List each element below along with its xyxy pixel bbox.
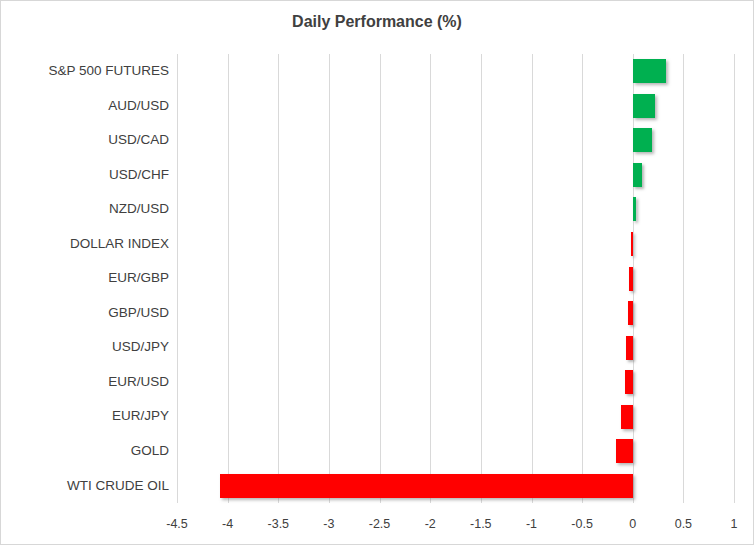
category-label: GBP/USD — [5, 296, 169, 331]
gridline — [278, 54, 279, 503]
gridline — [177, 54, 178, 503]
category-label: USD/JPY — [5, 330, 169, 365]
chart-title: Daily Performance (%) — [1, 13, 753, 31]
bar-usd-jpy — [626, 336, 633, 360]
category-label: EUR/GBP — [5, 261, 169, 296]
bar-s-p-500-futures — [633, 59, 666, 83]
bar-dollar-index — [631, 232, 633, 256]
x-tick-label: -0.5 — [560, 517, 604, 531]
bar-nzd-usd — [633, 197, 636, 221]
x-tick-label: -2 — [408, 517, 452, 531]
bar-gold — [616, 439, 633, 463]
gridline — [329, 54, 330, 503]
gridline — [430, 54, 431, 503]
x-tick-label: -2.5 — [358, 517, 402, 531]
x-tick-label: -3 — [307, 517, 351, 531]
gridline — [582, 54, 583, 503]
category-label: EUR/JPY — [5, 399, 169, 434]
gridline — [380, 54, 381, 503]
daily-performance-chart: Daily Performance (%) S&P 500 FUTURESAUD… — [0, 0, 754, 545]
bar-gbp-usd — [628, 301, 633, 325]
category-label: DOLLAR INDEX — [5, 227, 169, 262]
x-tick-label: -4.5 — [155, 517, 199, 531]
bar-eur-jpy — [621, 405, 633, 429]
category-label: NZD/USD — [5, 192, 169, 227]
x-tick-label: 0 — [611, 517, 655, 531]
category-label: USD/CHF — [5, 158, 169, 193]
bar-usd-chf — [633, 163, 642, 187]
bar-eur-gbp — [629, 267, 633, 291]
gridline — [228, 54, 229, 503]
category-label: GOLD — [5, 434, 169, 469]
x-tick-label: -4 — [206, 517, 250, 531]
x-tick-label: -1 — [510, 517, 554, 531]
category-label: AUD/USD — [5, 89, 169, 124]
gridline — [633, 54, 634, 503]
x-tick-label: 1 — [712, 517, 754, 531]
x-tick-label: -1.5 — [459, 517, 503, 531]
category-label: USD/CAD — [5, 123, 169, 158]
gridline — [532, 54, 533, 503]
x-tick-label: 0.5 — [661, 517, 705, 531]
gridline — [683, 54, 684, 503]
category-label: WTI CRUDE OIL — [5, 469, 169, 504]
bar-wti-crude-oil — [220, 474, 633, 498]
gridline — [481, 54, 482, 503]
bar-aud-usd — [633, 94, 655, 118]
gridline — [734, 54, 735, 503]
bar-eur-usd — [625, 370, 633, 394]
plot-area — [177, 54, 734, 503]
category-label: S&P 500 FUTURES — [5, 54, 169, 89]
bar-usd-cad — [633, 128, 652, 152]
category-label: EUR/USD — [5, 365, 169, 400]
x-tick-label: -3.5 — [256, 517, 300, 531]
